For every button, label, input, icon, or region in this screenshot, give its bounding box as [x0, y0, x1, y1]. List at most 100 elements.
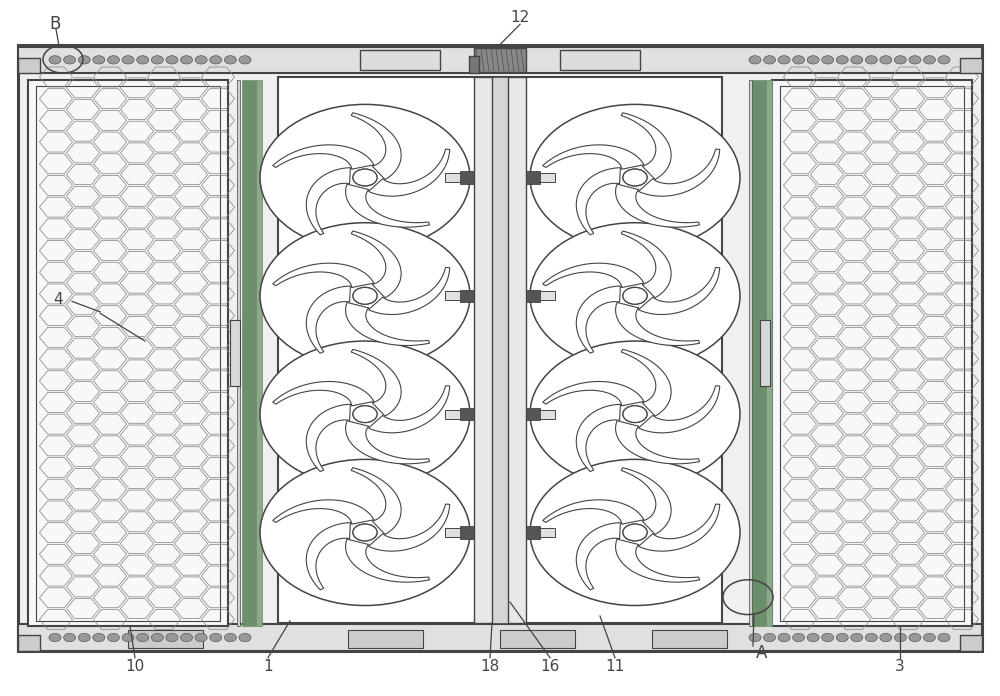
Polygon shape — [351, 113, 401, 180]
Polygon shape — [543, 500, 644, 524]
Circle shape — [938, 633, 950, 642]
Bar — [474, 48, 526, 72]
Text: 11: 11 — [605, 659, 625, 674]
Circle shape — [353, 406, 377, 422]
Circle shape — [78, 633, 90, 642]
Circle shape — [851, 56, 863, 64]
Circle shape — [260, 459, 470, 606]
Polygon shape — [351, 349, 401, 416]
Polygon shape — [306, 168, 350, 235]
Circle shape — [623, 406, 647, 422]
Circle shape — [151, 633, 163, 642]
Circle shape — [210, 633, 222, 642]
Bar — [445, 528, 472, 537]
Circle shape — [260, 104, 470, 251]
Bar — [780, 86, 964, 621]
Bar — [278, 77, 722, 623]
Circle shape — [195, 56, 207, 64]
Bar — [242, 80, 256, 626]
Polygon shape — [543, 381, 644, 406]
Circle shape — [93, 56, 105, 64]
Polygon shape — [346, 184, 430, 227]
Bar — [18, 58, 40, 73]
Circle shape — [894, 633, 906, 642]
Circle shape — [353, 169, 377, 186]
Polygon shape — [621, 349, 671, 416]
Circle shape — [122, 633, 134, 642]
Circle shape — [239, 56, 251, 64]
Circle shape — [260, 341, 470, 487]
Polygon shape — [369, 149, 450, 196]
Circle shape — [894, 56, 906, 64]
Circle shape — [353, 287, 377, 304]
Circle shape — [107, 633, 119, 642]
Polygon shape — [346, 421, 430, 464]
Circle shape — [880, 633, 892, 642]
Polygon shape — [621, 113, 671, 180]
Polygon shape — [346, 303, 430, 345]
Circle shape — [764, 633, 776, 642]
Polygon shape — [576, 168, 620, 235]
Polygon shape — [543, 145, 644, 169]
Polygon shape — [346, 539, 430, 582]
Circle shape — [181, 56, 193, 64]
Circle shape — [530, 459, 740, 606]
Bar — [752, 80, 766, 626]
Circle shape — [793, 633, 805, 642]
Bar — [526, 290, 540, 302]
Bar — [526, 171, 540, 184]
Polygon shape — [639, 267, 720, 315]
Bar — [960, 635, 982, 651]
Text: 1: 1 — [263, 659, 273, 674]
Polygon shape — [369, 267, 450, 315]
Bar — [526, 526, 540, 539]
Circle shape — [239, 633, 251, 642]
Bar — [445, 291, 472, 301]
Circle shape — [807, 633, 819, 642]
Polygon shape — [621, 468, 671, 535]
Bar — [28, 80, 228, 626]
Bar — [18, 47, 982, 73]
Circle shape — [778, 56, 790, 64]
Circle shape — [793, 56, 805, 64]
Circle shape — [623, 524, 647, 541]
Circle shape — [822, 56, 834, 64]
Bar — [18, 624, 982, 651]
Circle shape — [909, 56, 921, 64]
Circle shape — [764, 56, 776, 64]
Polygon shape — [616, 539, 700, 582]
Polygon shape — [306, 404, 350, 471]
Circle shape — [224, 56, 236, 64]
Polygon shape — [639, 504, 720, 551]
Circle shape — [64, 56, 76, 64]
Circle shape — [353, 169, 377, 186]
Bar — [508, 77, 526, 623]
Text: 10: 10 — [125, 659, 145, 674]
Polygon shape — [369, 386, 450, 433]
Circle shape — [623, 169, 647, 186]
Bar — [460, 408, 474, 420]
Circle shape — [260, 223, 470, 369]
Circle shape — [122, 56, 134, 64]
Bar — [760, 320, 770, 386]
Circle shape — [836, 56, 848, 64]
Circle shape — [623, 287, 647, 304]
Polygon shape — [543, 263, 644, 287]
Bar — [445, 173, 472, 182]
Bar — [460, 526, 474, 539]
Circle shape — [166, 56, 178, 64]
Circle shape — [623, 524, 647, 541]
Polygon shape — [616, 421, 700, 464]
Polygon shape — [639, 386, 720, 433]
Polygon shape — [616, 184, 700, 227]
Circle shape — [865, 633, 877, 642]
Bar — [360, 50, 440, 70]
Circle shape — [530, 104, 740, 251]
Text: A: A — [756, 644, 768, 662]
Bar — [36, 86, 220, 621]
Text: 12: 12 — [510, 10, 530, 25]
Polygon shape — [351, 468, 401, 535]
Bar — [528, 409, 555, 419]
Bar — [230, 320, 240, 386]
Circle shape — [49, 633, 61, 642]
